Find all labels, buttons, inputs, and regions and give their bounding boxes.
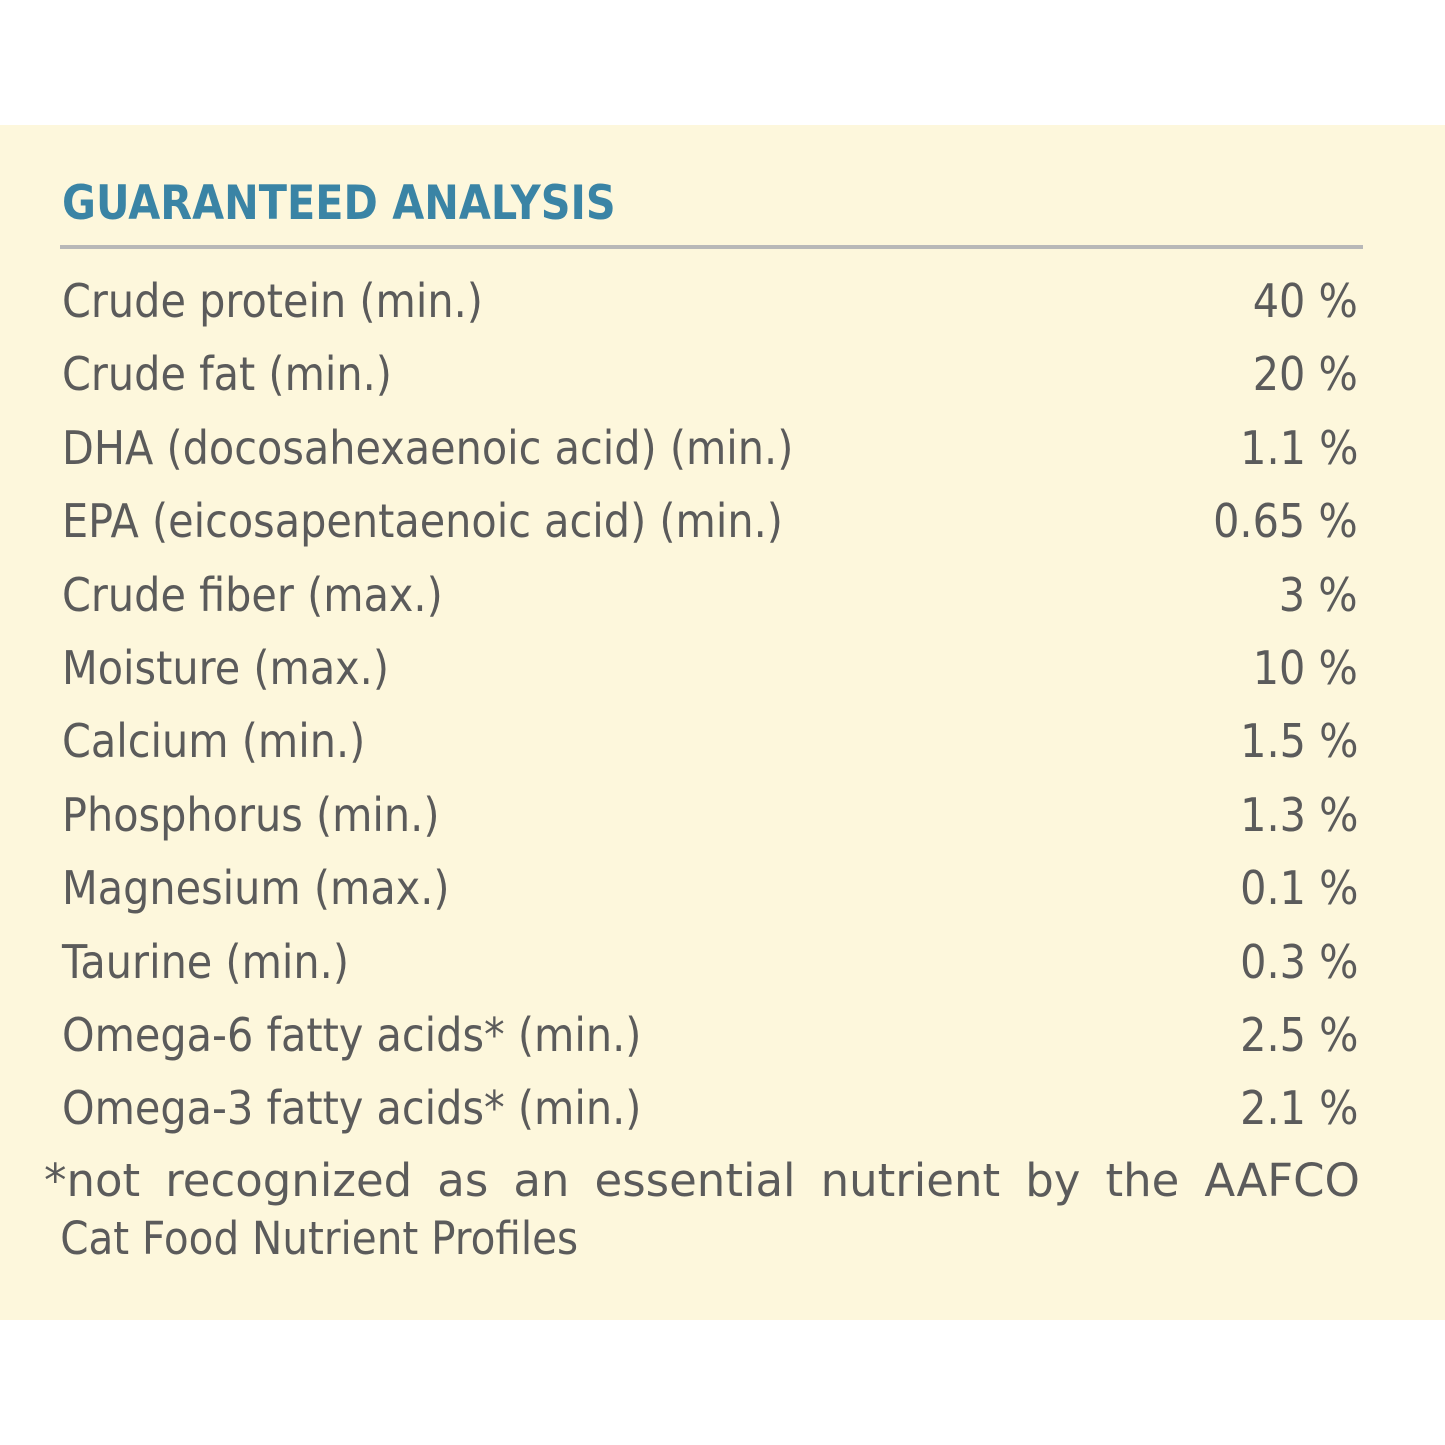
footnote-word: an: [513, 1154, 570, 1207]
row-value: 0.1 %: [1239, 861, 1358, 916]
table-row: EPA (eicosapentaenoic acid) (min.) 0.65 …: [60, 485, 1358, 558]
title-divider: [60, 245, 1363, 249]
table-row: Omega-6 fatty acids* (min.) 2.5 %: [60, 999, 1358, 1072]
footnote-word: recognized: [165, 1154, 413, 1207]
table-row: Crude fiber (max.) 3 %: [60, 559, 1358, 632]
table-row: Moisture (max.) 10 %: [60, 632, 1358, 705]
row-label: Taurine (min.): [62, 934, 349, 989]
row-label: Magnesium (max.): [62, 861, 450, 916]
table-row: Magnesium (max.) 0.1 %: [60, 852, 1358, 925]
table-row: Calcium (min.) 1.5 %: [60, 705, 1358, 778]
footnote-word: by: [1025, 1154, 1081, 1207]
row-value: 1.3 %: [1239, 787, 1358, 842]
analysis-panel: [0, 125, 1445, 1320]
table-row: Omega-3 fatty acids* (min.) 2.1 %: [60, 1072, 1358, 1145]
row-label: Omega-6 fatty acids* (min.): [62, 1007, 642, 1062]
row-value: 3 %: [1279, 567, 1358, 622]
row-value: 2.5 %: [1239, 1007, 1358, 1062]
row-value: 10 %: [1252, 640, 1358, 695]
row-label: Calcium (min.): [62, 714, 366, 769]
row-label: Moisture (max.): [62, 640, 389, 695]
page-title: GUARANTEED ANALYSIS: [62, 176, 616, 231]
footnote-line-2: Cat Food Nutrient Profiles: [60, 1212, 579, 1265]
table-row: Phosphorus (min.) 1.3 %: [60, 779, 1358, 852]
table-row: Crude protein (min.) 40 %: [60, 265, 1358, 338]
footnote-word: nutrient: [820, 1154, 1001, 1207]
footnote-word: the: [1105, 1154, 1180, 1207]
row-label: EPA (eicosapentaenoic acid) (min.): [62, 494, 783, 549]
footnote-word: essential: [594, 1154, 796, 1207]
row-value: 1.5 %: [1239, 714, 1358, 769]
footnote-word: AAFCO: [1204, 1154, 1360, 1207]
footnote: *not recognized as an essential nutrient by the…: [44, 1152, 1360, 1268]
row-value: 20 %: [1252, 347, 1358, 402]
row-value: 40 %: [1252, 274, 1358, 328]
row-value: 2.1 %: [1239, 1081, 1358, 1136]
row-label: Phosphorus (min.): [62, 787, 440, 842]
footnote-word: *not: [44, 1154, 141, 1207]
footnote-word: as: [437, 1154, 489, 1207]
row-value: 0.3 %: [1239, 934, 1358, 989]
table-row: Crude fat (min.) 20 %: [60, 338, 1358, 411]
table-row: DHA (docosahexaenoic acid) (min.) 1.1 %: [60, 412, 1358, 485]
row-label: DHA (docosahexaenoic acid) (min.): [62, 420, 794, 475]
row-label: Crude fat (min.): [62, 347, 392, 402]
table-row: Taurine (min.) 0.3 %: [60, 926, 1358, 999]
row-value: 1.1 %: [1239, 420, 1358, 475]
row-label: Omega-3 fatty acids* (min.): [62, 1081, 642, 1136]
row-label: Crude protein (min.): [62, 274, 483, 328]
row-value: 0.65 %: [1213, 494, 1358, 549]
analysis-table: Crude protein (min.) 40 % Crude fat (min…: [60, 265, 1358, 1146]
footnote-line-1: *not recognized as an essential nutrient by the…: [44, 1152, 1360, 1210]
row-label: Crude fiber (max.): [62, 567, 443, 622]
